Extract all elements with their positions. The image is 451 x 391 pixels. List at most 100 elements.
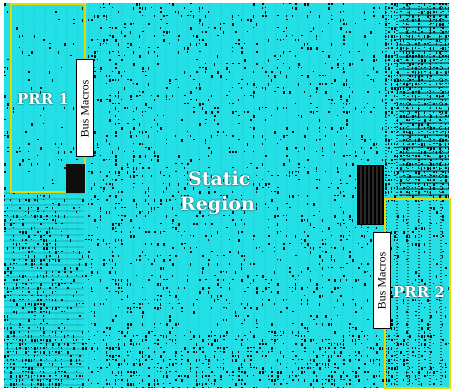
logic-cell bbox=[391, 35, 393, 38]
logic-cell bbox=[436, 67, 438, 69]
logic-cell bbox=[334, 195, 336, 196]
logic-cell bbox=[34, 235, 36, 236]
logic-cell bbox=[94, 183, 95, 186]
logic-cell bbox=[16, 351, 17, 354]
logic-cell bbox=[394, 351, 395, 352]
logic-cell bbox=[184, 47, 185, 50]
logic-cell bbox=[280, 55, 281, 57]
logic-cell bbox=[118, 367, 119, 368]
logic-cell bbox=[148, 135, 149, 138]
logic-cell bbox=[184, 195, 186, 197]
logic-cell bbox=[424, 99, 425, 101]
logic-cell bbox=[202, 67, 204, 68]
logic-cell bbox=[34, 307, 36, 310]
logic-cell bbox=[220, 347, 221, 349]
logic-cell bbox=[79, 375, 81, 377]
logic-cell bbox=[28, 79, 30, 81]
logic-cell bbox=[364, 235, 365, 238]
logic-cell bbox=[343, 43, 345, 45]
logic-cell bbox=[403, 171, 404, 173]
logic-cell bbox=[37, 211, 39, 212]
logic-cell bbox=[31, 163, 32, 166]
logic-cell bbox=[271, 71, 273, 73]
logic-cell bbox=[190, 75, 191, 77]
logic-cell bbox=[73, 335, 74, 338]
logic-cell bbox=[40, 339, 42, 341]
logic-cell bbox=[118, 91, 119, 94]
logic-cell bbox=[406, 235, 408, 238]
logic-cell bbox=[331, 99, 333, 101]
logic-cell bbox=[85, 275, 87, 277]
logic-cell bbox=[406, 131, 407, 133]
logic-cell bbox=[313, 227, 315, 228]
logic-cell bbox=[130, 323, 132, 326]
logic-cell bbox=[427, 131, 428, 132]
logic-cell bbox=[13, 351, 14, 352]
logic-cell bbox=[55, 383, 57, 386]
logic-cell bbox=[424, 339, 426, 341]
logic-cell bbox=[424, 367, 426, 368]
logic-cell bbox=[436, 263, 438, 265]
logic-cell bbox=[388, 43, 389, 45]
logic-cell bbox=[442, 291, 444, 292]
logic-cell bbox=[337, 299, 338, 302]
logic-cell bbox=[181, 307, 183, 309]
logic-cell bbox=[322, 275, 323, 276]
logic-cell bbox=[10, 375, 12, 378]
logic-cell bbox=[295, 287, 296, 290]
logic-cell bbox=[433, 55, 435, 57]
logic-cell bbox=[382, 99, 383, 102]
logic-cell bbox=[100, 303, 101, 305]
logic-cell bbox=[88, 331, 89, 332]
logic-cell bbox=[394, 39, 396, 41]
logic-cell bbox=[253, 3, 255, 6]
logic-cell bbox=[382, 159, 383, 161]
logic-cell bbox=[163, 31, 165, 33]
logic-cell bbox=[388, 351, 389, 354]
logic-cell bbox=[82, 7, 83, 10]
logic-cell bbox=[190, 363, 191, 365]
logic-cell bbox=[310, 279, 311, 282]
logic-cell bbox=[421, 343, 422, 346]
logic-cell bbox=[316, 87, 318, 90]
logic-cell bbox=[106, 347, 108, 349]
logic-cell bbox=[406, 127, 407, 128]
logic-cell bbox=[55, 239, 56, 242]
logic-cell bbox=[445, 71, 447, 74]
logic-cell bbox=[205, 279, 207, 280]
logic-cell bbox=[385, 115, 386, 117]
logic-cell bbox=[7, 215, 8, 216]
logic-cell bbox=[7, 343, 8, 346]
logic-cell bbox=[424, 3, 425, 6]
logic-cell bbox=[103, 239, 104, 242]
logic-cell bbox=[58, 147, 59, 148]
logic-cell bbox=[328, 55, 330, 58]
logic-cell bbox=[40, 299, 42, 301]
logic-cell bbox=[202, 383, 203, 386]
logic-cell bbox=[34, 359, 35, 360]
logic-cell bbox=[406, 331, 408, 334]
logic-cell bbox=[427, 191, 428, 193]
logic-cell bbox=[247, 339, 248, 340]
logic-cell bbox=[112, 255, 114, 257]
logic-cell bbox=[409, 83, 411, 84]
logic-cell bbox=[94, 15, 95, 18]
logic-cell bbox=[406, 103, 407, 104]
logic-cell bbox=[193, 311, 195, 314]
logic-cell bbox=[58, 371, 60, 372]
logic-cell bbox=[247, 111, 249, 113]
logic-cell bbox=[64, 107, 65, 109]
logic-cell bbox=[250, 19, 252, 22]
logic-cell bbox=[94, 71, 96, 72]
logic-cell bbox=[340, 55, 341, 56]
logic-cell bbox=[118, 111, 119, 112]
logic-cell bbox=[205, 355, 206, 358]
logic-cell bbox=[262, 7, 263, 9]
logic-cell bbox=[19, 379, 20, 382]
logic-cell bbox=[277, 223, 278, 226]
logic-cell bbox=[64, 327, 65, 329]
logic-cell bbox=[307, 75, 309, 78]
logic-cell bbox=[94, 195, 96, 198]
logic-cell bbox=[388, 375, 390, 376]
logic-cell bbox=[409, 7, 410, 9]
